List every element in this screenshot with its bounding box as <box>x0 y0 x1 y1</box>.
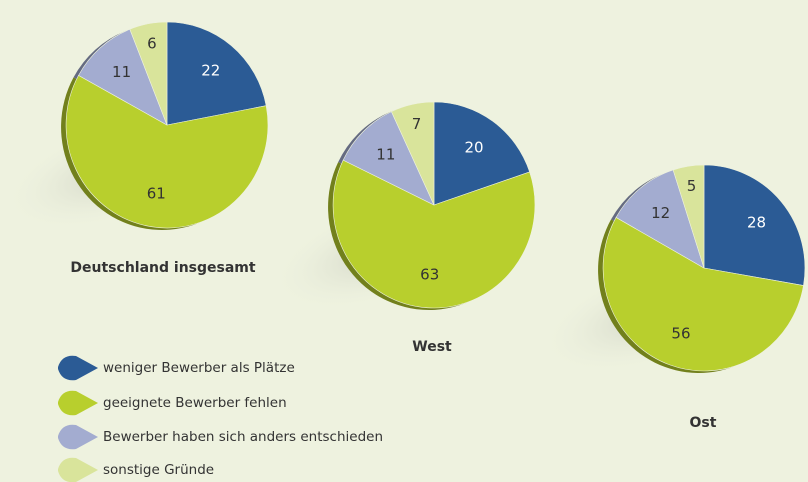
data-label: 11 <box>376 146 395 164</box>
data-label: 12 <box>651 204 670 222</box>
legend-swatch <box>58 457 98 482</box>
pie-slice <box>342 111 435 206</box>
pie: 22 61 11 6 Deutschland insgesamt <box>2 21 269 276</box>
pie-slice <box>166 21 267 126</box>
pie-slice <box>433 101 530 206</box>
pie-slice <box>129 21 168 126</box>
pie-slice <box>672 164 705 269</box>
data-label: 22 <box>201 62 220 80</box>
data-label: 61 <box>147 185 166 203</box>
data-label: 63 <box>420 265 439 283</box>
data-label: 28 <box>747 213 766 231</box>
data-label: 20 <box>464 139 483 157</box>
pie-slice <box>703 164 806 286</box>
pie-slice <box>332 159 536 309</box>
data-label: 11 <box>112 63 131 81</box>
legend-label: geeignete Bewerber fehlen <box>103 395 287 411</box>
legend-label: weniger Bewerber als Plätze <box>103 360 295 376</box>
data-label: 6 <box>147 35 157 53</box>
data-label: 5 <box>687 177 697 195</box>
pie-title: West <box>412 339 452 355</box>
data-label: 7 <box>412 115 422 133</box>
pie-slice <box>65 74 269 229</box>
legend-label: Bewerber haben sich anders entschieden <box>103 429 383 445</box>
data-label: 56 <box>671 324 690 342</box>
pie-slice <box>602 217 804 372</box>
legend-swatch <box>58 355 98 381</box>
pie-title: Deutschland insgesamt <box>70 260 255 276</box>
pie-slice <box>615 169 705 269</box>
legend-swatch <box>58 390 98 416</box>
legend-swatch <box>58 424 98 450</box>
pie: 20 63 11 7 West <box>269 101 536 355</box>
pie: 28 56 12 5 Ost <box>539 164 806 431</box>
pie-slice <box>78 28 168 126</box>
pie-title: Ost <box>690 415 717 431</box>
legend-label: sonstige Gründe <box>103 462 214 478</box>
pie-slice <box>391 101 435 206</box>
